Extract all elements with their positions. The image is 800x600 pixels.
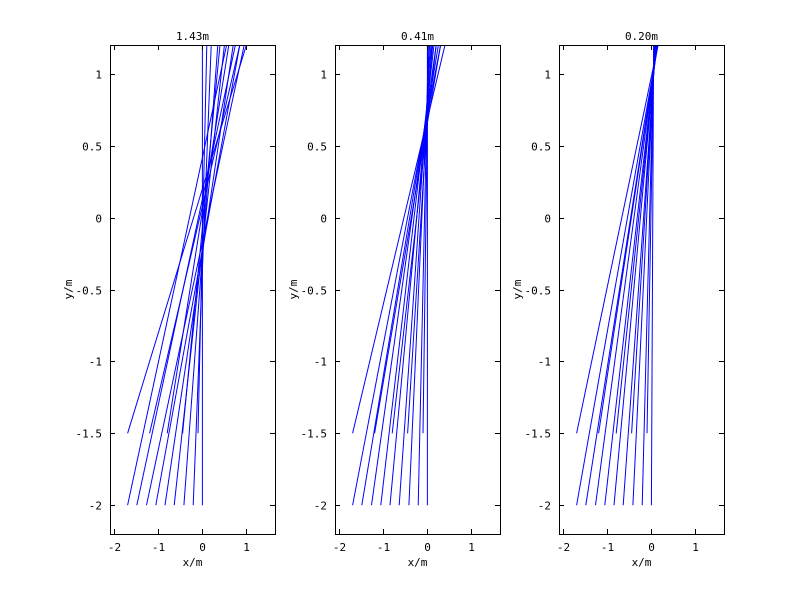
x-tick-label: -1: [601, 541, 614, 554]
x-tick-label: -2: [333, 541, 346, 554]
y-tick-label: 0.5: [531, 141, 551, 154]
subplot-1: -2 -1 0 1 -2 -1.5 -1 -0.5 0 0.5 1 1.43m x/m y/m: [62, 30, 276, 569]
x-tick-label: 1: [468, 541, 475, 554]
x-tick-label: 1: [243, 541, 250, 554]
x-tick-label: -2: [557, 541, 570, 554]
ray-line: [183, 45, 219, 506]
x-tick-label: -1: [377, 541, 390, 554]
ray-line: [127, 45, 228, 506]
y-tick-label: 1: [544, 69, 551, 82]
y-tick-label: -1: [538, 356, 551, 369]
x-axis-label: x/m: [183, 556, 203, 569]
y-tick-label: -2: [89, 500, 102, 513]
ray-line: [631, 45, 656, 434]
y-tick-label: -0.5: [301, 285, 328, 298]
ray-series-group: [127, 45, 247, 506]
ray-line: [576, 45, 659, 434]
ray-line: [422, 45, 429, 434]
y-tick-label: -2: [314, 500, 327, 513]
ray-line: [149, 45, 241, 434]
subplot-title: 1.43m: [176, 30, 209, 43]
subplot-title: 0.20m: [625, 30, 658, 43]
ray-series-group: [352, 45, 446, 506]
ray-line: [398, 45, 432, 506]
subplot-2: -2 -1 0 1 -2 -1.5 -1 -0.5 0 0.5 1 0.41m x/m y/m: [287, 30, 501, 569]
ray-line: [598, 45, 659, 434]
y-tick-label: -1: [89, 356, 102, 369]
y-axis-label: y/m: [511, 279, 524, 299]
x-tick-label: -1: [152, 541, 165, 554]
y-tick-label: -1: [314, 356, 327, 369]
x-axis-label: x/m: [632, 556, 652, 569]
y-tick-label: 0.5: [307, 141, 327, 154]
ray-line: [391, 45, 437, 434]
y-tick-label: -1.5: [301, 428, 328, 441]
ray-line: [182, 45, 221, 434]
y-tick-label: 1: [95, 69, 102, 82]
y-axis-label: y/m: [287, 279, 300, 299]
x-axis-label: x/m: [408, 556, 428, 569]
ray-line: [146, 45, 245, 506]
ray-line: [641, 45, 655, 506]
x-tick-label: 1: [692, 541, 699, 554]
y-tick-label: -0.5: [76, 285, 103, 298]
y-tick-label: 0: [95, 213, 102, 226]
ray-series-group: [576, 45, 659, 506]
ray-line: [650, 45, 655, 506]
ray-line: [576, 45, 659, 506]
x-tick-label: -2: [108, 541, 121, 554]
ray-line: [646, 45, 655, 434]
subplot-3: -2 -1 0 1 -2 -1.5 -1 -0.5 0 0.5 1 0.20m x/m y/m: [511, 30, 725, 569]
ray-line: [604, 45, 658, 506]
x-tick-label: 0: [648, 541, 655, 554]
ray-line: [166, 45, 230, 434]
x-tick-label: 0: [199, 541, 206, 554]
y-tick-label: 1: [320, 69, 327, 82]
x-tick-label: 0: [424, 541, 431, 554]
subplot-title: 0.41m: [401, 30, 434, 43]
ray-line: [374, 45, 442, 434]
y-tick-label: -2: [538, 500, 551, 513]
ray-line: [615, 45, 658, 434]
y-tick-label: 0: [320, 213, 327, 226]
y-tick-label: 0.5: [82, 141, 102, 154]
y-tick-label: -0.5: [525, 285, 552, 298]
y-tick-label: 0: [544, 213, 551, 226]
ray-line: [173, 45, 225, 506]
y-tick-label: -1.5: [525, 428, 552, 441]
axes-frame: [110, 45, 276, 535]
y-tick-label: -1.5: [76, 428, 103, 441]
ray-line: [197, 45, 208, 434]
y-axis-label: y/m: [62, 279, 75, 299]
ray-line: [595, 45, 658, 506]
ray-line: [127, 45, 247, 434]
ray-line: [632, 45, 656, 506]
axes-frame: [335, 45, 501, 535]
